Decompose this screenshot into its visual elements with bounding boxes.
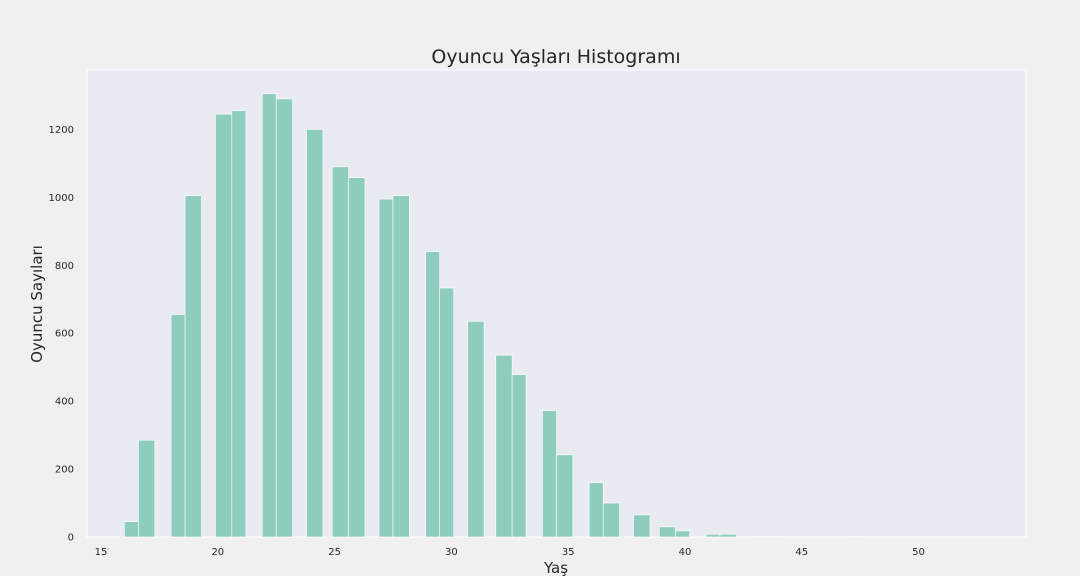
y-tick-label: 800 — [55, 261, 74, 272]
x-tick-label: 30 — [445, 547, 458, 558]
histogram-bar — [556, 454, 574, 538]
x-axis-label: Yaş — [543, 559, 568, 576]
histogram-bar — [124, 521, 139, 538]
histogram-bar — [633, 514, 651, 538]
chart-title: Oyuncu Yaşları Histogramı — [431, 46, 680, 68]
histogram-bar — [542, 410, 557, 538]
x-tick-label: 15 — [95, 547, 108, 558]
histogram-bar — [467, 321, 485, 538]
histogram-bar — [511, 374, 527, 538]
histogram-bar — [261, 93, 277, 538]
y-tick-label: 0 — [68, 533, 74, 544]
y-axis-label: Oyuncu Sayıları — [28, 245, 46, 363]
histogram-bar — [392, 195, 410, 538]
histogram-bar — [331, 166, 349, 538]
histogram-bar — [439, 287, 455, 538]
histogram-bar — [275, 98, 293, 538]
bars-group — [124, 93, 861, 538]
x-tick-labels: 15 20 25 30 35 40 45 50 — [95, 547, 925, 558]
histogram-bar — [425, 251, 441, 538]
histogram-bar — [752, 536, 768, 538]
histogram-bar — [602, 502, 620, 538]
y-tick-label: 1000 — [49, 193, 74, 204]
x-tick-label: 50 — [912, 547, 925, 558]
x-tick-label: 45 — [795, 547, 808, 558]
histogram-bar — [138, 439, 156, 538]
histogram-bar — [719, 533, 737, 538]
histogram-bar — [495, 354, 513, 538]
y-tick-label: 400 — [55, 397, 74, 408]
histogram-bar — [675, 530, 690, 538]
histogram-bar — [306, 129, 324, 538]
histogram-bar — [378, 198, 394, 538]
y-tick-label: 1200 — [49, 125, 74, 136]
x-tick-label: 25 — [328, 547, 341, 558]
histogram-bar — [215, 113, 233, 538]
x-tick-label: 40 — [679, 547, 692, 558]
histogram-bar — [705, 533, 721, 538]
y-tick-label: 200 — [55, 465, 74, 476]
x-tick-label: 35 — [562, 547, 575, 558]
y-tick-labels: 0 200 400 600 800 1000 1200 — [49, 125, 74, 544]
y-tick-label: 600 — [55, 329, 74, 340]
histogram-bar — [658, 526, 676, 538]
histogram-bar — [231, 110, 247, 538]
histogram-bar — [184, 195, 202, 538]
histogram-bar — [348, 177, 366, 538]
histogram-bar — [170, 314, 186, 538]
x-tick-label: 20 — [211, 547, 224, 558]
histogram-bar — [588, 482, 604, 538]
